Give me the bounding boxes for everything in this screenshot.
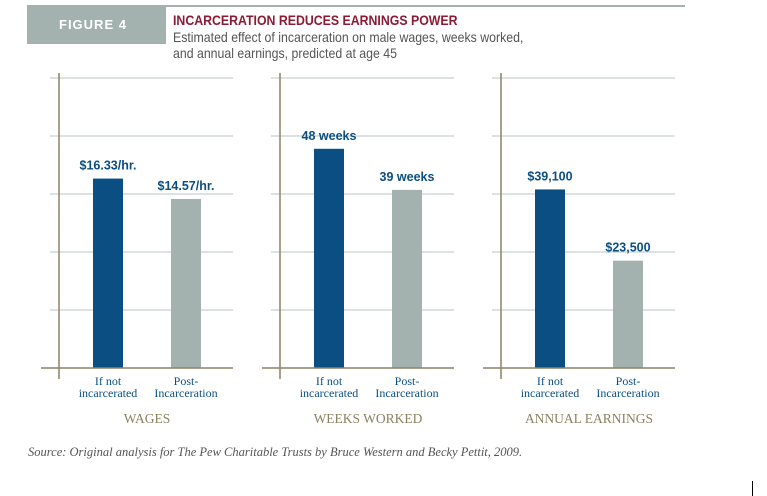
subtitle-line-2: and annual earnings, predicted at age 45: [173, 45, 397, 61]
chart-subtitle: Estimated effect of incarceration on mal…: [173, 29, 523, 61]
category-label: incarcerated: [300, 386, 359, 400]
bar: [93, 178, 123, 368]
bar: [535, 189, 565, 368]
category-label: Post-: [174, 374, 199, 388]
bar: [613, 260, 643, 368]
panel-title: WAGES: [124, 411, 171, 426]
panel-title: ANNUAL EARNINGS: [525, 411, 653, 426]
category-label: If not: [95, 374, 122, 388]
bar: [314, 148, 344, 368]
category-label: Incarceration: [154, 386, 217, 400]
data-label: $23,500: [605, 241, 650, 255]
chart-title: INCARCERATION REDUCES EARNINGS POWER: [173, 12, 458, 28]
header-rule: [27, 5, 685, 7]
bar: [392, 189, 422, 368]
data-label: 48 weeks: [302, 129, 357, 143]
category-label: Incarceration: [596, 386, 659, 400]
data-label: 39 weeks: [380, 170, 435, 184]
category-label: incarcerated: [79, 386, 138, 400]
panel-title: WEEKS WORKED: [314, 411, 423, 426]
category-label: incarcerated: [521, 386, 580, 400]
category-label: Post-: [395, 374, 420, 388]
category-label: Post-: [616, 374, 641, 388]
data-label: $39,100: [527, 169, 572, 183]
category-label: If not: [537, 374, 564, 388]
source-note: Source: Original analysis for The Pew Ch…: [28, 445, 523, 459]
text-cursor: [752, 481, 753, 496]
category-label: Incarceration: [375, 386, 438, 400]
data-label: $14.57/hr.: [158, 179, 215, 193]
figure-label: FIGURE 4: [27, 6, 166, 44]
category-label: If not: [316, 374, 343, 388]
data-label: $16.33/hr.: [80, 159, 137, 173]
bar: [171, 198, 201, 368]
subtitle-line-1: Estimated effect of incarceration on mal…: [173, 29, 524, 45]
